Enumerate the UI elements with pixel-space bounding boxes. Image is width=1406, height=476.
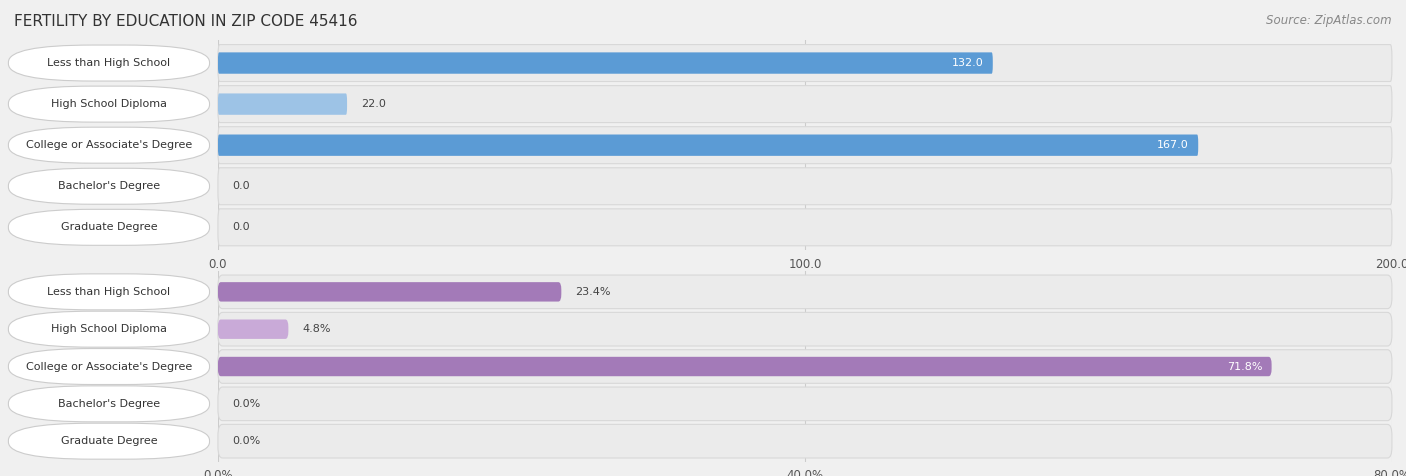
FancyBboxPatch shape — [8, 86, 209, 122]
Text: Source: ZipAtlas.com: Source: ZipAtlas.com — [1267, 14, 1392, 27]
FancyBboxPatch shape — [218, 312, 1392, 346]
FancyBboxPatch shape — [8, 209, 209, 245]
Text: 167.0: 167.0 — [1157, 140, 1189, 150]
Text: Less than High School: Less than High School — [48, 287, 170, 297]
Text: Graduate Degree: Graduate Degree — [60, 436, 157, 446]
FancyBboxPatch shape — [218, 425, 1392, 458]
Text: 0.0: 0.0 — [232, 181, 250, 191]
Text: Bachelor's Degree: Bachelor's Degree — [58, 181, 160, 191]
Text: 132.0: 132.0 — [952, 58, 983, 68]
Text: 23.4%: 23.4% — [575, 287, 612, 297]
Text: 0.0%: 0.0% — [232, 436, 260, 446]
FancyBboxPatch shape — [218, 282, 561, 302]
Text: Less than High School: Less than High School — [48, 58, 170, 68]
Text: College or Associate's Degree: College or Associate's Degree — [25, 361, 193, 372]
Text: 0.0%: 0.0% — [232, 399, 260, 409]
FancyBboxPatch shape — [8, 127, 209, 163]
Text: Bachelor's Degree: Bachelor's Degree — [58, 399, 160, 409]
FancyBboxPatch shape — [218, 357, 1271, 376]
FancyBboxPatch shape — [8, 311, 209, 347]
Text: FERTILITY BY EDUCATION IN ZIP CODE 45416: FERTILITY BY EDUCATION IN ZIP CODE 45416 — [14, 14, 357, 30]
Text: High School Diploma: High School Diploma — [51, 99, 167, 109]
Text: 71.8%: 71.8% — [1226, 361, 1263, 372]
FancyBboxPatch shape — [218, 86, 1392, 123]
Text: 4.8%: 4.8% — [302, 324, 330, 334]
FancyBboxPatch shape — [218, 387, 1392, 421]
FancyBboxPatch shape — [8, 45, 209, 81]
FancyBboxPatch shape — [218, 168, 1392, 205]
FancyBboxPatch shape — [218, 319, 288, 339]
FancyBboxPatch shape — [8, 423, 209, 459]
Text: College or Associate's Degree: College or Associate's Degree — [25, 140, 193, 150]
FancyBboxPatch shape — [218, 45, 1392, 81]
FancyBboxPatch shape — [218, 350, 1392, 383]
Text: Graduate Degree: Graduate Degree — [60, 222, 157, 232]
FancyBboxPatch shape — [218, 135, 1198, 156]
FancyBboxPatch shape — [8, 386, 209, 422]
FancyBboxPatch shape — [218, 52, 993, 74]
FancyBboxPatch shape — [8, 274, 209, 310]
FancyBboxPatch shape — [218, 275, 1392, 308]
FancyBboxPatch shape — [218, 93, 347, 115]
Text: 0.0: 0.0 — [232, 222, 250, 232]
Text: 22.0: 22.0 — [361, 99, 387, 109]
FancyBboxPatch shape — [8, 168, 209, 204]
Text: High School Diploma: High School Diploma — [51, 324, 167, 334]
FancyBboxPatch shape — [218, 127, 1392, 164]
FancyBboxPatch shape — [8, 348, 209, 385]
FancyBboxPatch shape — [218, 209, 1392, 246]
